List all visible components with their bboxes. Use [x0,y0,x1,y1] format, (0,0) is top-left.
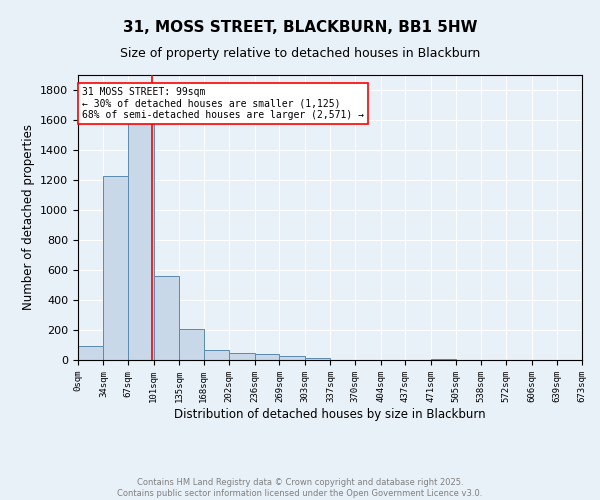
Bar [229,353,255,360]
Text: Contains HM Land Registry data © Crown copyright and database right 2025.
Contai: Contains HM Land Registry data © Crown c… [118,478,482,498]
Text: 31, MOSS STREET, BLACKBURN, BB1 5HW: 31, MOSS STREET, BLACKBURN, BB1 5HW [123,20,477,35]
Text: Size of property relative to detached houses in Blackburn: Size of property relative to detached ho… [120,48,480,60]
Bar [280,356,305,360]
Bar [179,328,204,360]
Bar [305,358,331,360]
Bar [103,176,128,360]
Text: 31 MOSS STREET: 99sqm
← 30% of detached houses are smaller (1,125)
68% of semi-d: 31 MOSS STREET: 99sqm ← 30% of detached … [82,87,364,120]
Bar [431,358,456,360]
Bar [78,346,103,360]
Y-axis label: Number of detached properties: Number of detached properties [22,124,35,310]
X-axis label: Distribution of detached houses by size in Blackburn: Distribution of detached houses by size … [174,408,486,420]
Bar [128,106,154,360]
Bar [204,350,229,360]
Bar [255,354,280,360]
Bar [154,276,179,360]
